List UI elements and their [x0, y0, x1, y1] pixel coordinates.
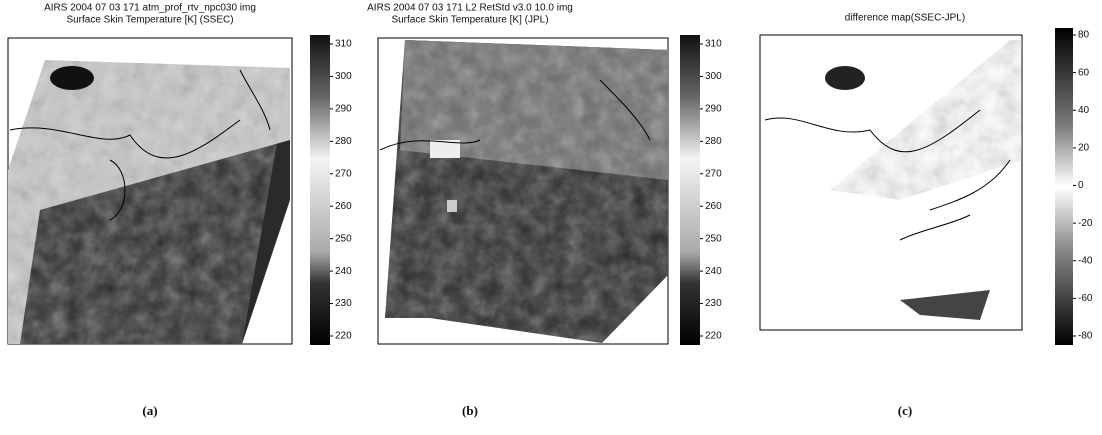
colorbar-tick-label: 0 [1078, 180, 1084, 191]
colorbar-tick-label: -80 [1078, 331, 1093, 342]
colorbar-tick-label: 280 [335, 136, 352, 147]
colorbar-tick-label: 300 [335, 71, 352, 82]
colorbar-tick-label: 280 [705, 136, 722, 147]
figure: AIRS 2004 07 03 171 atm_prof_rtv_npc030 … [0, 0, 1102, 430]
colorbar-tick-label: 260 [335, 201, 352, 212]
colorbar-b [680, 35, 700, 345]
colorbar-tick-label: 20 [1078, 143, 1090, 154]
colorbar-tick-label: 240 [335, 266, 352, 277]
colorbar-tick-label: 230 [335, 298, 352, 309]
colorbar-tick-label: 310 [335, 39, 352, 50]
colorbar-tick-label: -60 [1078, 293, 1093, 304]
caption: (a) [142, 403, 157, 418]
colorbar-tick-label: 220 [705, 331, 722, 342]
colorbar-tick-label: 40 [1078, 105, 1090, 116]
colorbar-tick-label: 270 [335, 168, 352, 179]
colorbar-tick-label: 220 [335, 331, 352, 342]
colorbar-c [1055, 28, 1073, 345]
colorbar-tick-label: 240 [705, 266, 722, 277]
colorbar-tick-label: 230 [705, 298, 722, 309]
colorbar-tick-label: -20 [1078, 218, 1093, 229]
colorbar-tick-label: 290 [335, 104, 352, 115]
colorbar-tick-label: 250 [335, 233, 352, 244]
colorbar-tick-label: 80 [1078, 30, 1090, 41]
colorbar-tick-label: 270 [705, 168, 722, 179]
panel-title: difference map(SSEC-JPL) [845, 13, 965, 24]
colorbar-a [310, 35, 330, 345]
panel-title: AIRS 2004 07 03 171 atm_prof_rtv_npc030 … [44, 3, 256, 14]
caption: (c) [898, 403, 912, 418]
colorbar-tick-label: -40 [1078, 255, 1093, 266]
colorbar-tick-label: 60 [1078, 67, 1090, 78]
colorbar-tick-label: 290 [705, 104, 722, 115]
caption: (b) [462, 403, 478, 418]
colorbar-tick-label: 300 [705, 71, 722, 82]
map-a [8, 38, 292, 344]
colorbar-tick-label: 260 [705, 201, 722, 212]
map-c [760, 35, 1022, 330]
colorbar-tick-label: 310 [705, 39, 722, 50]
panel-subtitle: Surface Skin Temperature [K] (SSEC) [66, 15, 233, 26]
map-b [378, 38, 668, 344]
panel-subtitle: Surface Skin Temperature [K] (JPL) [391, 15, 548, 26]
colorbar-tick-label: 250 [705, 233, 722, 244]
panel-title: AIRS 2004 07 03 171 L2 RetStd v3.0 10.0 … [367, 3, 573, 14]
